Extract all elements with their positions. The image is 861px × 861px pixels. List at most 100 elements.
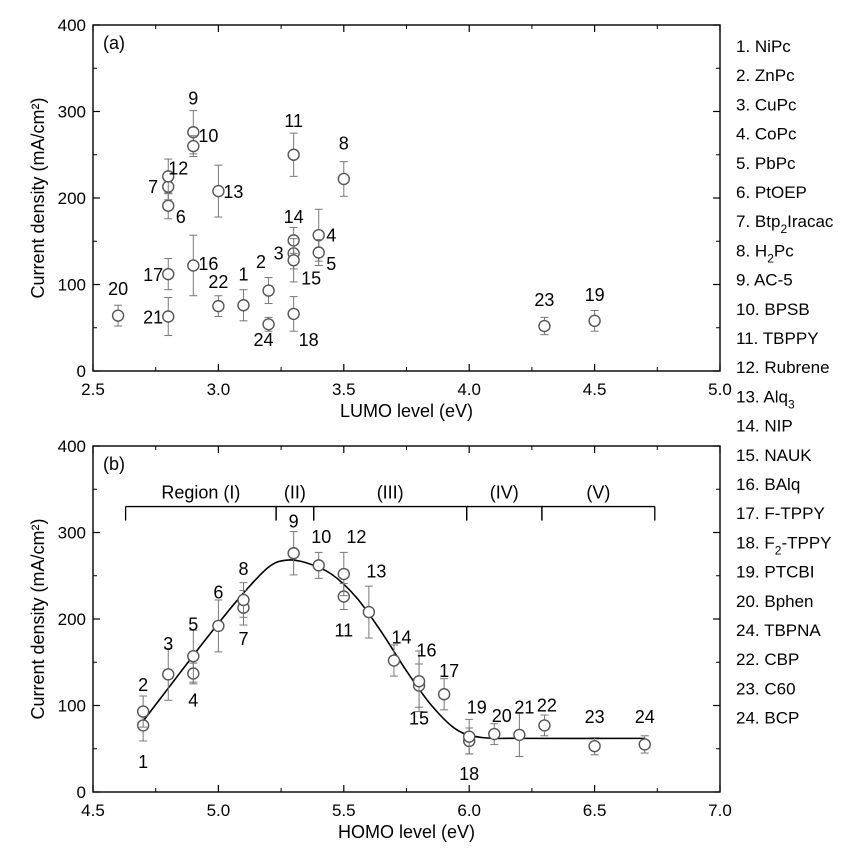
point-label: 12 [168, 159, 188, 179]
data-point [162, 668, 175, 681]
legend-number: 24. [736, 621, 764, 640]
x-tick-label: 3.0 [207, 380, 231, 399]
y-tick-label: 400 [58, 437, 86, 456]
legend-name: BAlq [764, 475, 800, 494]
data-point [162, 267, 175, 281]
panel-label: (a) [103, 33, 125, 53]
data-point [287, 254, 300, 267]
y-tick-label: 300 [58, 524, 86, 543]
plot-frame [92, 24, 721, 372]
legend-name-rest: Iracac [787, 212, 834, 231]
data-point [538, 719, 551, 732]
legend-name: F-TPPY [764, 504, 824, 523]
legend-name: BCP [764, 709, 799, 728]
legend-item: 19. PTCBI [736, 563, 814, 582]
x-tick-label: 5.5 [332, 801, 356, 820]
point-label: 16 [198, 254, 218, 274]
legend-item: 23. C60 [736, 679, 796, 698]
legend-name: Alq [763, 387, 788, 406]
data-point [287, 148, 300, 161]
region-label: Region (I) [161, 483, 240, 503]
x-tick-label: 2.5 [81, 380, 105, 399]
legend-name: TBPNA [764, 621, 821, 640]
point-label: 22 [537, 696, 557, 716]
data-point [638, 738, 651, 751]
legend-item: 24. TBPNA [736, 621, 821, 640]
point-label: 18 [299, 330, 319, 350]
data-point [387, 654, 401, 667]
legend-item: 8. H2Pc [736, 241, 794, 265]
legend-name-rest: -TPPY [781, 533, 831, 552]
legend-name: Btp [755, 212, 781, 231]
legend-item: 9. AC-5 [736, 271, 793, 290]
legend-name: TBPPY [763, 329, 819, 348]
legend-number: 13. [736, 387, 763, 406]
y-tick-label: 400 [58, 16, 86, 35]
point-label: 13 [223, 182, 243, 202]
legend-name-rest: Pc [774, 241, 794, 260]
point-label: 9 [289, 511, 299, 531]
point-label: 9 [188, 89, 198, 109]
legend-number: 14. [736, 417, 764, 436]
panel-b: 4.5 5.0 5.5 6.0 6.5 7.0 0 100 200 300 400 HOMO leve… [28, 437, 732, 842]
legend-number: 6. [736, 183, 755, 202]
point-label: 11 [334, 620, 353, 640]
data-point [588, 739, 601, 753]
legend-item: 4. CoPc [736, 125, 797, 144]
legend-number: 9. [736, 271, 754, 290]
data-point [412, 675, 426, 688]
legend-subscript: 2 [767, 251, 774, 265]
point-label: 17 [439, 661, 459, 681]
x-tick-label: 7.0 [708, 801, 732, 820]
x-tick-label: 3.5 [332, 380, 356, 399]
point-label: 19 [467, 697, 487, 717]
x-tick-label: 5.0 [708, 380, 732, 399]
point-label: 22 [208, 272, 228, 292]
data-point [237, 593, 250, 607]
y-tick-label: 100 [58, 697, 86, 716]
legend-item: 12. Rubrene [736, 358, 830, 377]
point-label: 7 [238, 629, 248, 649]
data-point [513, 728, 526, 742]
point-label: 20 [492, 706, 512, 726]
data-point [111, 309, 125, 322]
legend-item: 6. PtOEP [736, 183, 807, 202]
point-label: 2 [256, 252, 266, 272]
legend-number: 15. [736, 446, 764, 465]
point-label: 4 [326, 225, 336, 245]
legend-number: 12. [736, 358, 764, 377]
y-tick-label: 200 [58, 189, 86, 208]
region-label: (III) [377, 483, 404, 503]
region-label: (II) [284, 483, 306, 503]
region-label: (IV) [490, 483, 519, 503]
legend-name: PTCBI [764, 563, 814, 582]
legend-item: 17. F-TPPY [736, 504, 825, 523]
point-label: 19 [585, 285, 605, 305]
legend-number: 1. [736, 37, 755, 56]
legend-name: CuPc [755, 95, 797, 114]
data-point [312, 246, 325, 259]
data-point [337, 172, 350, 186]
legend-number: 20. [736, 592, 764, 611]
region-label: (V) [586, 483, 610, 503]
data-point [162, 170, 175, 183]
legend-item: 5. PbPc [736, 154, 796, 173]
point-label: 16 [417, 640, 437, 660]
legend-item: 15. NAUK [736, 446, 812, 465]
point-label: 5 [326, 254, 336, 274]
point-label: 12 [346, 527, 366, 547]
point-label: 24 [635, 707, 655, 727]
data-point [212, 299, 225, 313]
data-point [136, 705, 150, 718]
y-tick-label: 0 [77, 783, 86, 802]
x-axis-title: LUMO level (eV) [340, 401, 473, 421]
legend-number: 16. [736, 475, 764, 494]
legend-number: 22. [736, 650, 764, 669]
point-label: 17 [143, 265, 163, 285]
data-point [287, 547, 300, 560]
legend-name: PtOEP [755, 183, 807, 202]
legend-item: 1. NiPc [736, 37, 791, 56]
panel-label: (b) [103, 454, 125, 474]
point-label: 1 [138, 752, 148, 772]
